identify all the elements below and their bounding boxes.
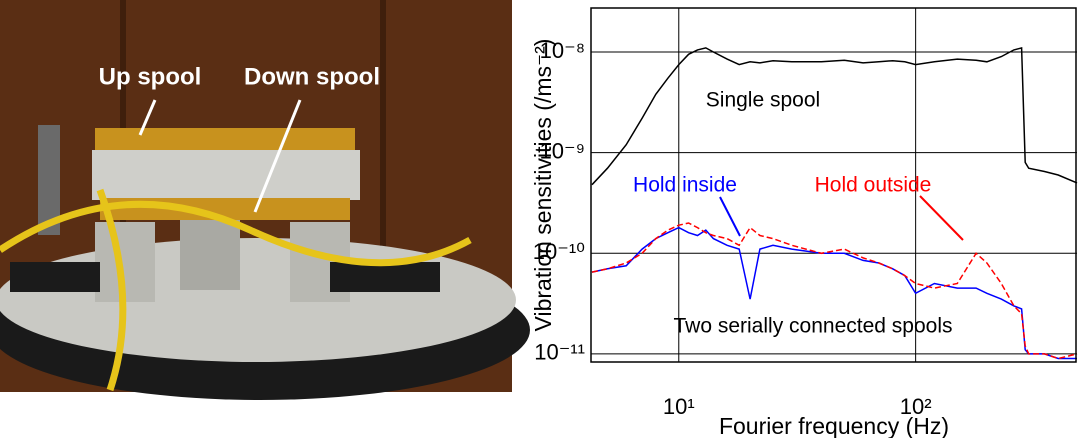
series-label: Hold outside xyxy=(815,174,932,197)
y-tick-label: 10⁻⁸ xyxy=(540,38,585,63)
fiber xyxy=(96,188,127,392)
x-tick-label: 10¹ xyxy=(663,394,695,419)
series-line xyxy=(591,46,1078,186)
sensor xyxy=(38,125,60,235)
fiber xyxy=(0,200,472,267)
series-line xyxy=(591,226,1077,360)
photo-label: Up spool xyxy=(99,63,202,90)
series-label: Hold inside xyxy=(633,174,737,197)
arrow xyxy=(253,99,302,213)
x-axis-title: Fourier frequency (Hz) xyxy=(719,413,949,438)
clamp xyxy=(10,262,100,292)
y-tick-label: 10⁻¹¹ xyxy=(534,340,585,365)
series-label: Single spool xyxy=(706,89,820,112)
y-tick-label: 10⁻⁹ xyxy=(539,138,585,163)
series-line xyxy=(591,222,1078,360)
y-tick-label: 10⁻¹⁰ xyxy=(533,239,585,264)
annotation-arrow xyxy=(919,195,964,241)
metal-ring xyxy=(92,150,360,200)
x-tick-label: 10² xyxy=(900,394,932,419)
y-axis-title: Vibration sensitivities (/ms⁻²) xyxy=(530,39,556,332)
photo-label: Down spool xyxy=(244,63,380,90)
wood-seam xyxy=(380,0,386,260)
plot-frame xyxy=(590,7,1077,363)
annotation: Two serially connected spools xyxy=(674,315,953,338)
clamp xyxy=(330,262,440,292)
annotation-arrow xyxy=(719,196,741,237)
post xyxy=(180,215,240,290)
arrow xyxy=(138,99,157,136)
photo: Up spool Down spool xyxy=(0,0,530,400)
